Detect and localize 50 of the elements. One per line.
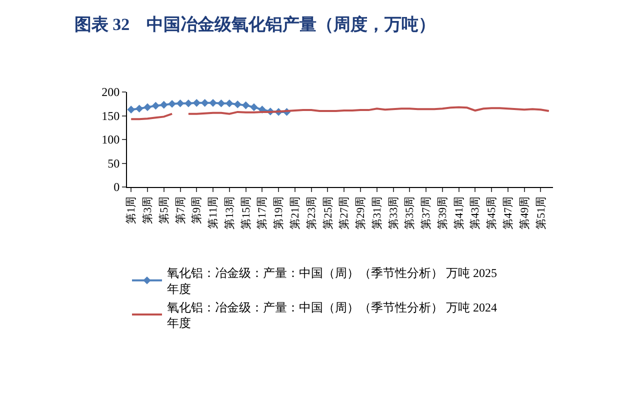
x-tick-label: 第13周 bbox=[224, 196, 236, 230]
point bbox=[250, 103, 258, 112]
x-tick-label: 第39周 bbox=[436, 196, 449, 230]
point bbox=[127, 106, 135, 114]
x-tick-label: 第31周 bbox=[371, 196, 384, 230]
legend-label: 氧化铝：冶金级：产量：中国（周）（季节性分析） 万吨 2025年度 bbox=[167, 266, 497, 296]
x-tick-label: 第51周 bbox=[535, 196, 548, 230]
x-tick-label: 第41周 bbox=[453, 196, 466, 230]
legend-label: 氧化铝：冶金级：产量：中国（周）（季节性分析） 万吨 2024年度 bbox=[167, 300, 497, 330]
x-tick-label: 第29周 bbox=[355, 196, 368, 230]
point bbox=[226, 100, 234, 108]
x-tick-label: 第19周 bbox=[273, 196, 286, 230]
point bbox=[184, 100, 192, 108]
x-tick-label: 第27周 bbox=[338, 196, 351, 230]
x-tick-label: 第7周 bbox=[174, 196, 187, 224]
x-tick-label: 第49周 bbox=[518, 196, 531, 230]
x-tick-label: 第47周 bbox=[502, 196, 515, 230]
x-tick-label: 第11周 bbox=[208, 196, 220, 229]
y-tick-label: 200 bbox=[102, 85, 120, 100]
y-tick-label: 100 bbox=[102, 132, 120, 147]
x-tick-label: 第1周 bbox=[126, 196, 138, 224]
x-tick-label: 第33周 bbox=[388, 196, 400, 230]
x-tick-label: 第21周 bbox=[290, 196, 302, 230]
point bbox=[176, 100, 184, 108]
point bbox=[144, 103, 152, 112]
x-tick-label: 第45周 bbox=[486, 196, 498, 230]
x-tick-label: 第23周 bbox=[306, 196, 318, 230]
point bbox=[234, 100, 242, 108]
chart-title: 图表 32 中国冶金级氧化铝产量（周度，万吨） bbox=[74, 14, 436, 34]
point bbox=[168, 100, 176, 108]
point bbox=[192, 99, 201, 107]
x-tick-label: 第5周 bbox=[158, 196, 170, 224]
point bbox=[152, 102, 160, 110]
x-tick-label: 第3周 bbox=[142, 196, 154, 224]
point bbox=[217, 100, 226, 108]
point bbox=[209, 99, 217, 107]
x-tick-label: 第37周 bbox=[420, 196, 433, 230]
point bbox=[160, 100, 168, 109]
y-tick-label: 50 bbox=[108, 156, 120, 170]
x-tick-label: 第43周 bbox=[470, 196, 482, 230]
x-tick-label: 第17周 bbox=[256, 196, 269, 230]
point bbox=[135, 104, 144, 113]
y-tick-label: 150 bbox=[102, 108, 120, 123]
x-tick-label: 第15周 bbox=[240, 196, 252, 230]
x-tick-label: 第25周 bbox=[322, 196, 334, 230]
x-tick-label: 第35周 bbox=[404, 196, 416, 230]
point bbox=[242, 101, 250, 110]
point bbox=[200, 99, 209, 107]
x-tick-label: 第9周 bbox=[191, 196, 204, 224]
y-tick-label: 0 bbox=[114, 180, 120, 194]
